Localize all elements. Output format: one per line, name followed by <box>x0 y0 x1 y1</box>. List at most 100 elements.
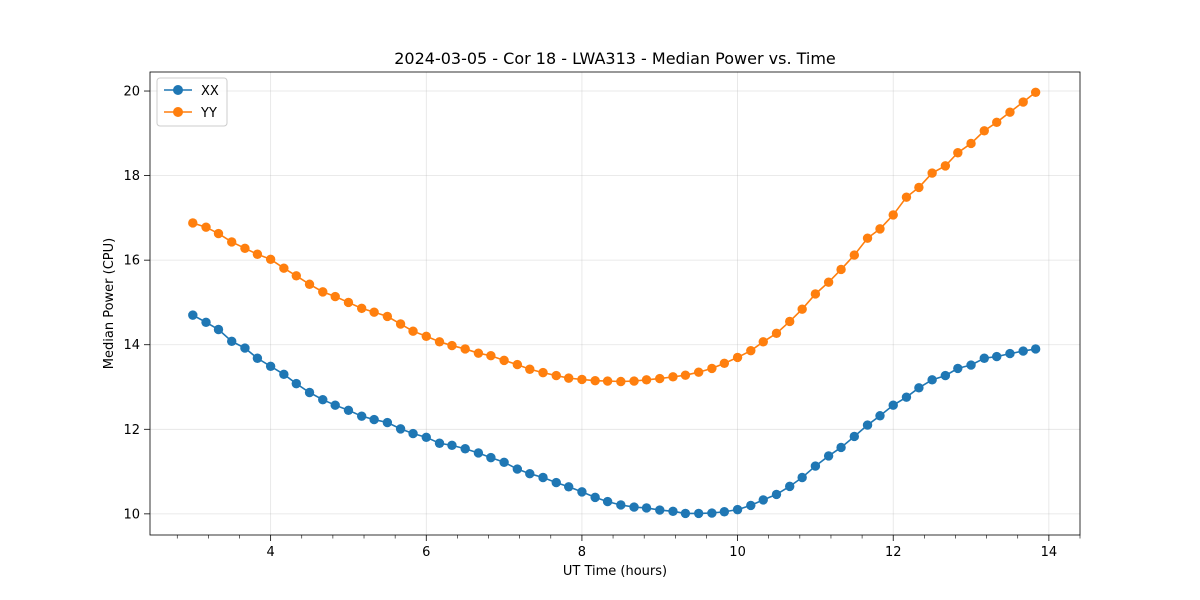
data-point-xx <box>771 489 782 500</box>
data-point-xx <box>447 440 457 451</box>
data-point-xx <box>421 432 431 443</box>
x-tick-label: 10 <box>729 545 746 560</box>
data-point-xx <box>486 452 496 463</box>
data-point-yy <box>732 352 743 363</box>
data-point-yy <box>966 138 976 149</box>
y-tick-label: 20 <box>123 85 140 100</box>
data-point-yy <box>473 348 484 358</box>
data-point-yy <box>888 210 898 220</box>
data-point-xx <box>680 508 691 519</box>
data-point-xx <box>227 336 237 347</box>
data-point-yy <box>914 182 924 193</box>
grid-lines <box>150 72 1080 535</box>
y-tick-label: 10 <box>123 507 140 522</box>
data-point-yy <box>447 340 457 351</box>
data-point-yy <box>836 264 846 275</box>
y-axis-label: Median Power (CPU) <box>102 238 117 369</box>
data-point-yy <box>252 249 263 259</box>
data-point-yy <box>979 126 989 136</box>
data-point-yy <box>693 367 704 377</box>
data-point-yy <box>563 373 574 383</box>
data-point-yy <box>602 376 613 386</box>
data-point-xx <box>538 472 548 483</box>
data-point-yy <box>240 243 250 254</box>
data-point-yy <box>408 326 418 336</box>
data-point-yy <box>875 224 885 234</box>
data-point-yy <box>590 375 600 386</box>
data-point-yy <box>862 233 873 243</box>
legend-marker-xx <box>173 85 183 95</box>
data-point-xx <box>953 363 963 374</box>
data-point-xx <box>265 361 276 371</box>
data-point-yy <box>213 228 224 239</box>
data-point-yy <box>927 168 937 178</box>
data-point-yy <box>655 373 665 384</box>
data-point-yy <box>525 364 535 374</box>
data-point-xx <box>862 420 873 430</box>
data-point-xx <box>810 461 821 471</box>
data-point-yy <box>291 271 302 281</box>
data-point-yy <box>421 331 431 341</box>
data-point-yy <box>265 254 276 265</box>
data-point-xx <box>408 428 418 439</box>
data-point-xx <box>746 500 756 511</box>
data-point-yy <box>680 370 691 380</box>
data-point-xx <box>279 369 289 380</box>
data-point-yy <box>1005 107 1015 117</box>
x-tick-label: 8 <box>578 545 586 560</box>
data-point-xx <box>888 400 898 410</box>
data-point-yy <box>395 319 406 329</box>
legend-label-yy: YY <box>200 106 217 121</box>
data-point-yy <box>668 372 678 382</box>
data-point-xx <box>188 310 198 320</box>
data-point-xx <box>823 451 834 461</box>
data-point-xx <box>525 468 535 479</box>
data-point-yy <box>538 367 548 378</box>
data-point-yy <box>318 287 328 297</box>
x-axis-label: UT Time (hours) <box>563 564 667 579</box>
data-point-xx <box>499 457 509 467</box>
data-point-yy <box>629 376 639 386</box>
data-point-xx <box>875 411 885 421</box>
data-point-yy <box>953 148 963 158</box>
data-point-xx <box>590 492 600 503</box>
data-point-xx <box>1018 346 1028 356</box>
data-point-xx <box>629 502 639 512</box>
x-tick-label: 14 <box>1041 545 1058 560</box>
data-point-yy <box>758 337 768 347</box>
data-point-xx <box>992 351 1002 362</box>
data-point-yy <box>707 363 717 374</box>
y-tick-label: 14 <box>123 338 140 353</box>
data-point-yy <box>499 355 509 366</box>
data-point-xx <box>927 375 937 385</box>
data-point-yy <box>1018 97 1028 107</box>
data-point-yy <box>641 375 652 385</box>
data-point-xx <box>901 392 912 402</box>
data-point-xx <box>434 438 445 448</box>
series-layer <box>188 87 1041 519</box>
data-point-yy <box>201 222 211 232</box>
data-point-yy <box>746 345 756 356</box>
data-point-xx <box>551 477 561 488</box>
data-point-yy <box>369 307 379 317</box>
data-point-xx <box>460 444 470 454</box>
series-yy <box>188 87 1041 387</box>
data-point-xx <box>240 343 250 353</box>
data-point-xx <box>395 424 406 434</box>
data-point-xx <box>330 400 340 410</box>
data-point-yy <box>577 374 587 385</box>
data-point-xx <box>343 405 354 415</box>
y-tick-label: 16 <box>123 254 140 269</box>
data-point-yy <box>512 359 523 370</box>
data-point-yy <box>797 304 807 314</box>
data-point-yy <box>992 117 1002 128</box>
legend: XX YY <box>156 77 228 127</box>
data-point-xx <box>577 487 587 497</box>
legend-marker-yy <box>173 107 183 117</box>
series-xx <box>188 310 1041 519</box>
data-point-xx <box>473 448 484 458</box>
data-point-yy <box>771 328 782 339</box>
y-tick-label: 18 <box>123 169 140 184</box>
legend-label-xx: XX <box>201 84 219 99</box>
